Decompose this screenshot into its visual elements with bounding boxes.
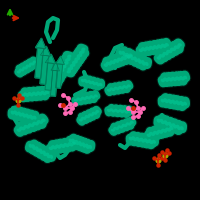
Polygon shape [35,48,44,78]
Polygon shape [56,56,64,64]
Polygon shape [51,62,59,71]
Polygon shape [56,64,63,88]
Polygon shape [40,46,51,56]
Polygon shape [40,55,48,84]
Polygon shape [51,70,58,96]
Polygon shape [36,38,46,49]
Polygon shape [45,54,55,64]
Polygon shape [45,63,53,90]
